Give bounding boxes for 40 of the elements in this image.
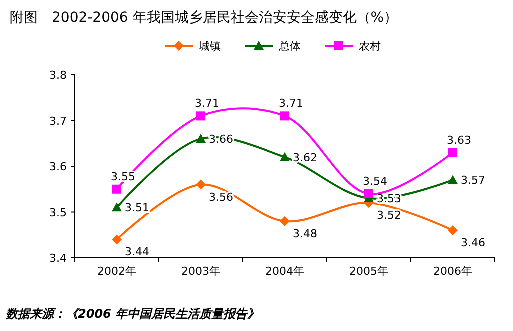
legend-label: 城镇: [198, 40, 221, 53]
point: [448, 226, 458, 236]
point: [112, 202, 122, 212]
point: [280, 112, 290, 121]
y-tick-label: 3.8: [50, 69, 67, 82]
y-tick-label: 3.5: [50, 206, 67, 220]
point: [280, 216, 290, 226]
x-tick-label: 2005年: [350, 265, 388, 278]
data-label: 3.71: [279, 97, 304, 110]
data-label: 3.51: [125, 202, 150, 215]
point: [112, 184, 122, 194]
x-tick-label: 2002年: [98, 265, 136, 278]
y-tick-label: 3.7: [50, 114, 67, 128]
data-label: 3.57: [461, 174, 486, 188]
legend-label: 农村: [359, 40, 381, 53]
data-label: 3.52: [377, 209, 402, 222]
y-tick-label: 3.6: [50, 160, 67, 174]
data-label: 3.63: [447, 134, 472, 147]
x-tick-label: 2006年: [434, 265, 472, 278]
point: [112, 234, 122, 245]
point: [196, 180, 206, 190]
x-tick-label: 2003年: [182, 265, 220, 278]
data-label: 3.56: [209, 190, 234, 204]
point: [448, 148, 458, 158]
point: [448, 175, 458, 184]
x-tick-label: 2004年: [266, 265, 304, 278]
y-tick-label: 3.4: [50, 252, 67, 265]
data-label: 3.62: [293, 151, 318, 164]
point: [196, 134, 206, 144]
data-label: 3.71: [195, 97, 220, 110]
chart-title: 附图 2002-2006 年我国城乡居民社会治安安全感变化（%）: [10, 10, 398, 26]
data-label: 3.48: [293, 227, 318, 240]
point: [364, 189, 374, 198]
data-label: 3.44: [125, 246, 150, 259]
data-label: 3.46: [461, 236, 486, 250]
point: [196, 112, 206, 121]
legend-label: 总体: [278, 40, 301, 53]
data-label: 3.54: [363, 174, 388, 188]
point: [280, 152, 290, 162]
source-note: 数据来源：《2006 年中国居民生活质量报告》: [5, 307, 260, 321]
